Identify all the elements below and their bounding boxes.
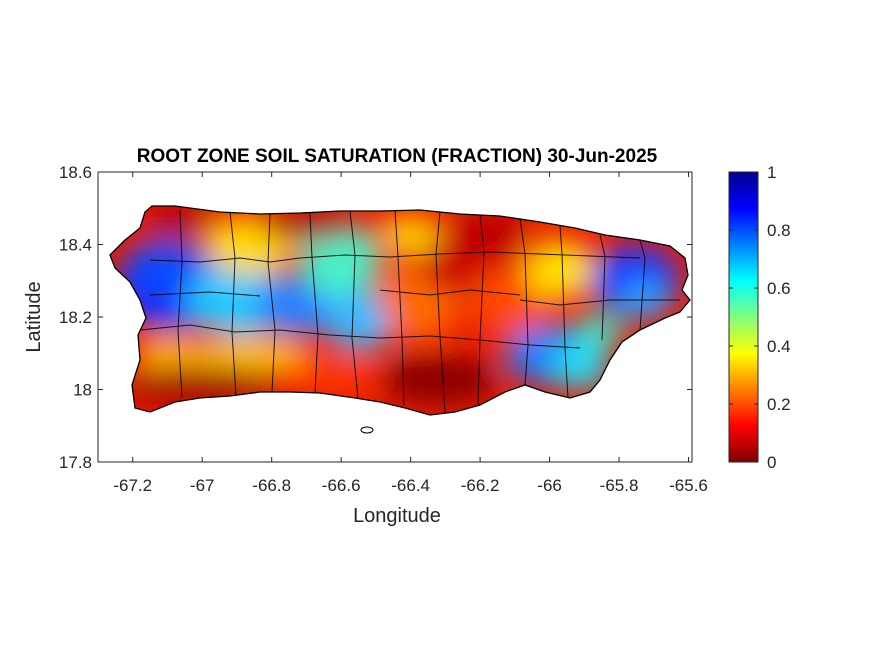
- heatmap-layer: [110, 206, 690, 415]
- x-tick-label: -66.2: [461, 476, 500, 495]
- x-ticks: -67.2 -67 -66.8 -66.6 -66.4 -66.2 -66 -65.8 -65.…: [113, 172, 708, 495]
- plot-area: -67.2 -67 -66.8 -66.6 -66.4 -66.2 -66 -65.8 -65.…: [59, 163, 708, 495]
- y-ticks: 17.8 18 18.2 18.4 18.6: [59, 163, 692, 472]
- plot-title: ROOT ZONE SOIL SATURATION (FRACTION) 30-…: [137, 146, 658, 167]
- colorbar-tick-label: 0.6: [767, 279, 791, 298]
- x-tick-label: -67: [190, 476, 215, 495]
- colorbar-gradient: [728, 171, 759, 463]
- y-tick-label: 18.2: [59, 308, 92, 327]
- x-tick-label: -66.8: [252, 476, 291, 495]
- x-tick-label: -67.2: [113, 476, 152, 495]
- y-tick-label: 18: [73, 381, 92, 400]
- x-tick-label: -66.6: [322, 476, 361, 495]
- colorbar-tick-label: 0.2: [767, 395, 791, 414]
- y-axis-title: Latitude: [23, 281, 45, 352]
- colorbar: 0 0.2 0.4 0.6 0.8 1: [728, 163, 791, 472]
- x-axis-title: Longitude: [353, 505, 441, 527]
- x-tick-label: -65.8: [600, 476, 639, 495]
- y-tick-label: 18.4: [59, 236, 92, 255]
- y-tick-label: 18.6: [59, 163, 92, 182]
- municipality-borders: [139, 209, 680, 413]
- islet-caja-de-muertos: [360, 426, 374, 434]
- x-tick-label: -65.6: [669, 476, 708, 495]
- y-tick-label: 17.8: [59, 453, 92, 472]
- colorbar-ticks: 0 0.2 0.4 0.6 0.8 1: [729, 163, 791, 472]
- colorbar-tick-label: 0: [767, 453, 776, 472]
- x-tick-label: -66: [537, 476, 562, 495]
- colorbar-tick-label: 1: [767, 163, 776, 182]
- colorbar-tick-label: 0.8: [767, 221, 791, 240]
- x-tick-label: -66.4: [391, 476, 430, 495]
- colorbar-tick-label: 0.4: [767, 337, 791, 356]
